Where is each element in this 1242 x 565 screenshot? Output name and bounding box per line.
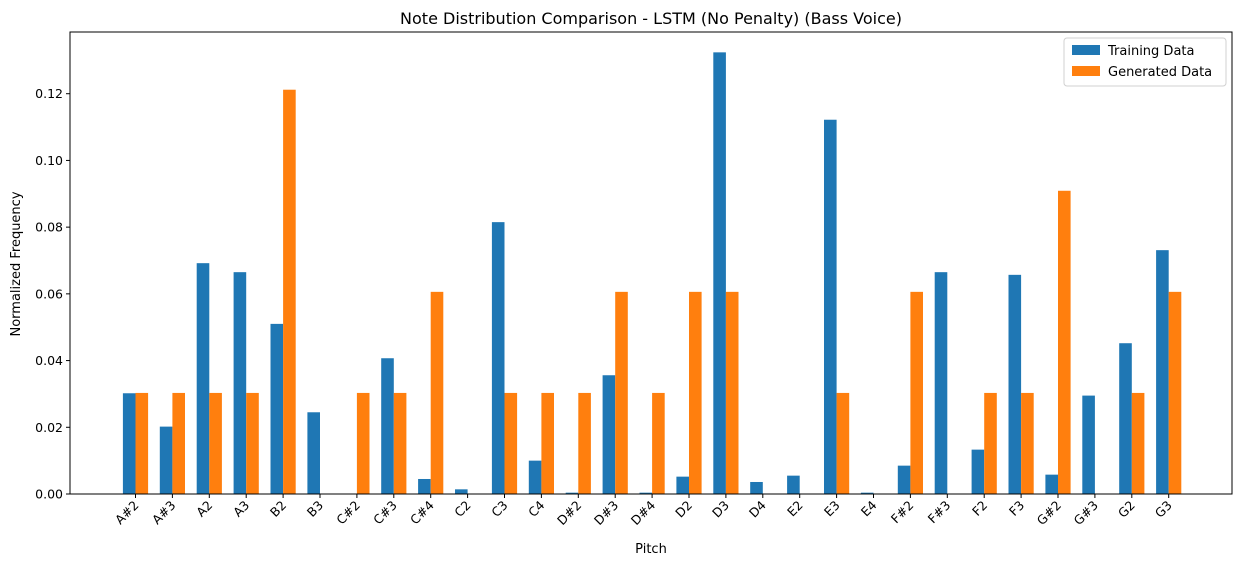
legend-swatch — [1072, 66, 1100, 76]
generated-bar-cs2 — [356, 392, 370, 494]
generated-bar-c3 — [504, 392, 518, 494]
training-bar-as2 — [122, 393, 136, 494]
x-tick-label: D2 — [672, 498, 695, 521]
generated-bar-as3 — [172, 392, 185, 494]
generated-bar-d2 — [689, 291, 702, 494]
legend: Training Data Generated Data — [1063, 37, 1227, 87]
x-axis-label: Pitch — [635, 542, 667, 557]
y-tick-label: 0.08 — [35, 220, 63, 235]
x-tick-label: C2 — [451, 498, 473, 520]
y-tick-label: 0.00 — [35, 487, 63, 502]
training-bar-ds2 — [565, 492, 579, 494]
training-bar-g2 — [1119, 343, 1132, 494]
x-tick-label: F#3 — [925, 498, 954, 527]
x-tick-label: B3 — [304, 498, 326, 520]
x-tick-label: C#2 — [333, 498, 363, 528]
generated-bar-ds3 — [615, 291, 628, 494]
generated-bar-a3 — [246, 392, 259, 494]
y-tick-label: 0.10 — [35, 153, 63, 168]
generated-bar-ds4 — [652, 392, 665, 494]
x-tick-label: D#4 — [628, 497, 658, 527]
generated-bar-cs3 — [393, 392, 407, 494]
training-bar-f3 — [1008, 274, 1022, 494]
training-bar-cs3 — [381, 358, 394, 494]
training-bar-d3 — [713, 52, 726, 494]
training-bar-fs2 — [897, 465, 911, 494]
training-bar-b2 — [270, 323, 284, 494]
x-tick-label: F3 — [1006, 498, 1027, 519]
generated-bar-d3 — [725, 291, 739, 494]
generated-bar-fs2 — [910, 291, 923, 494]
x-tick-label: E3 — [821, 498, 843, 520]
x-tick-label: A3 — [230, 498, 252, 520]
y-tick-label: 0.12 — [35, 86, 63, 101]
y-axis-label: Normalized Frequency — [9, 191, 24, 336]
x-tick-label: C#4 — [407, 497, 437, 527]
x-tick-label: F2 — [969, 498, 990, 519]
legend-box — [1063, 37, 1227, 87]
x-tick-label: G#3 — [1071, 498, 1101, 528]
x-tick-label: A#2 — [112, 498, 142, 528]
x-tick-label: E4 — [858, 497, 880, 519]
x-tick-label: B2 — [267, 498, 289, 520]
chart-title: Note Distribution Comparison - LSTM (No … — [400, 9, 902, 28]
training-bar-ds4 — [639, 492, 653, 494]
x-tick-label: C#3 — [370, 498, 400, 528]
generated-bar-cs4 — [430, 291, 444, 494]
x-tick-label: D#2 — [554, 498, 584, 528]
training-bar-fs3 — [934, 272, 948, 494]
y-tick-label: 0.02 — [35, 420, 63, 435]
training-bar-a2 — [196, 263, 210, 494]
y-tick-label: 0.06 — [35, 286, 63, 301]
legend-swatch — [1072, 45, 1100, 55]
generated-bar-as2 — [135, 392, 149, 494]
generated-bar-g2 — [1131, 392, 1145, 494]
legend-entry: Generated Data — [1108, 65, 1212, 80]
x-tick-label: A2 — [193, 498, 215, 520]
x-tick-label: G#2 — [1034, 498, 1064, 528]
generated-bar-gs2 — [1058, 190, 1071, 494]
x-tick-label: D#3 — [591, 498, 621, 528]
training-bar-e4 — [860, 492, 874, 494]
generated-bar-c4 — [541, 392, 554, 494]
training-bar-c3 — [491, 222, 505, 494]
generated-bar-e3 — [836, 392, 850, 494]
generated-bar-ds2 — [578, 392, 591, 494]
training-bar-g3 — [1156, 250, 1169, 494]
generated-bar-b2 — [283, 89, 296, 495]
training-bar-f2 — [971, 449, 985, 494]
training-bar-as3 — [159, 426, 173, 494]
generated-bar-f2 — [984, 392, 997, 494]
x-tick-label: G3 — [1152, 498, 1175, 521]
training-bar-b3 — [307, 412, 320, 494]
training-bar-gs2 — [1045, 474, 1058, 494]
training-bar-e3 — [824, 119, 837, 494]
training-bar-c4 — [528, 460, 542, 494]
training-bar-gs3 — [1082, 395, 1095, 494]
y-tick-label: 0.04 — [35, 353, 63, 368]
training-bar-d2 — [676, 476, 689, 494]
training-bar-c2 — [455, 489, 468, 494]
training-bar-a3 — [233, 272, 247, 494]
x-tick-label: D3 — [709, 498, 732, 521]
x-tick-label: C4 — [525, 497, 547, 519]
training-bar-ds3 — [602, 375, 616, 494]
generated-bar-f3 — [1021, 392, 1034, 494]
training-bar-e2 — [787, 475, 800, 494]
x-tick-label: C3 — [488, 498, 510, 520]
x-tick-label: F#2 — [888, 498, 917, 527]
training-bar-cs4 — [418, 478, 431, 494]
x-tick-label: E2 — [784, 498, 806, 520]
x-tick-label: A#3 — [149, 498, 179, 528]
plot-frame — [69, 31, 1233, 495]
x-tick-label: G2 — [1115, 498, 1138, 521]
x-tick-label: D4 — [746, 497, 769, 520]
generated-bar-a2 — [209, 392, 222, 494]
generated-bar-g3 — [1168, 291, 1182, 494]
bars-layer — [122, 52, 1182, 495]
training-bar-d4 — [750, 481, 763, 494]
legend-entry: Training Data — [1107, 44, 1194, 59]
